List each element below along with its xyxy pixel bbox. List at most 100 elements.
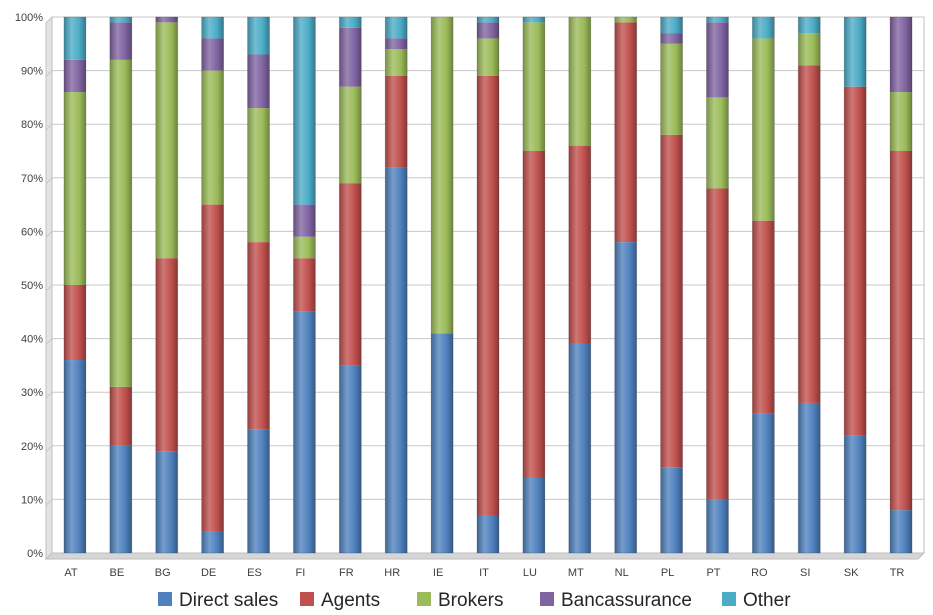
- bar-segment-hr-brokers: [385, 49, 408, 76]
- x-tick-label-de: DE: [201, 567, 216, 579]
- bar-segment-at-other: [63, 17, 86, 60]
- bar-outline-it: [476, 16, 500, 554]
- bar-segment-fr-other: [339, 17, 362, 28]
- x-tick-label-at: AT: [64, 567, 78, 579]
- bar-outline-fr: [338, 16, 362, 554]
- bar-nl: [614, 16, 638, 554]
- x-tick-label-it: IT: [479, 567, 489, 579]
- x-tick-label-be: BE: [109, 567, 124, 579]
- bar-segment-mt-brokers: [568, 17, 591, 146]
- bar-segment-fi-other: [293, 17, 316, 205]
- bar-segment-si-brokers: [798, 33, 821, 66]
- bar-segment-pl-agents: [660, 134, 683, 468]
- bar-mt: [568, 16, 592, 554]
- x-axis-tick-labels: AT BE BG DE ES FI FR HR IE IT LU MT NL PL PT RO SI SK TR: [64, 567, 904, 579]
- bar-segment-hr-bancassurance: [385, 38, 408, 50]
- bar-segment-at-direct-sales: [63, 360, 86, 553]
- bar-outline-hr: [384, 16, 408, 554]
- bar-lu: [522, 16, 546, 554]
- bar-bg: [155, 16, 179, 554]
- y-tick-label-40: 40%: [21, 334, 43, 346]
- bar-segment-be-agents: [109, 386, 132, 446]
- legend-swatch-brokers: [417, 592, 431, 606]
- bar-segment-at-brokers: [63, 92, 86, 285]
- bar-segment-es-direct-sales: [247, 429, 270, 553]
- y-tick-label-80: 80%: [21, 119, 43, 131]
- legend-swatch-bancassurance: [540, 592, 554, 606]
- bar-segment-es-brokers: [247, 108, 270, 243]
- bar-segment-fr-bancassurance: [339, 27, 362, 87]
- bar-segment-pl-other: [660, 17, 683, 34]
- bar-segment-pl-brokers: [660, 43, 683, 135]
- bar-segment-tr-bancassurance: [890, 17, 913, 93]
- y-tick-label-50: 50%: [21, 280, 43, 292]
- bar-segment-ie-brokers: [431, 17, 454, 334]
- bar-segment-de-bancassurance: [201, 38, 224, 71]
- bar-fi: [293, 16, 316, 554]
- bar-segment-fi-agents: [293, 258, 316, 312]
- bar-segment-ie-direct-sales: [431, 333, 454, 553]
- bar-si: [797, 16, 821, 554]
- bar-segment-hr-agents: [385, 75, 408, 168]
- bar-segment-lu-agents: [522, 151, 545, 478]
- bar-ro: [751, 16, 775, 554]
- legend-item-other: Other: [722, 590, 791, 611]
- bar-es: [247, 16, 270, 554]
- bar-segment-fi-direct-sales: [293, 311, 316, 553]
- x-tick-label-lu: LU: [523, 567, 537, 579]
- bar-it: [476, 16, 500, 554]
- bar-segment-be-other: [109, 17, 132, 23]
- bar-segment-at-agents: [63, 285, 86, 361]
- x-tick-label-pt: PT: [706, 567, 720, 579]
- bar-segment-si-agents: [798, 65, 821, 403]
- bar-segment-pl-bancassurance: [660, 33, 683, 44]
- bar-pt: [706, 16, 729, 554]
- bar-segment-sk-other: [844, 17, 867, 87]
- bar-segment-fi-bancassurance: [293, 204, 316, 237]
- bar-outline-pt: [706, 16, 729, 554]
- y-tick-label-100: 100%: [15, 12, 43, 24]
- bar-segment-pt-direct-sales: [706, 499, 729, 553]
- bar-segment-fr-brokers: [339, 86, 362, 184]
- bar-outline-at: [63, 16, 87, 554]
- x-tick-label-hr: HR: [384, 567, 400, 579]
- bar-segment-fr-direct-sales: [339, 365, 362, 553]
- bar-segment-be-brokers: [109, 59, 132, 387]
- bar-segment-mt-agents: [568, 145, 591, 344]
- bar-segment-de-brokers: [201, 70, 224, 205]
- bar-outline-nl: [614, 16, 638, 554]
- bar-hr: [384, 16, 408, 554]
- bar-outline-ie: [430, 16, 454, 554]
- bar-segment-pt-bancassurance: [706, 22, 729, 98]
- bar-segment-bg-brokers: [155, 22, 178, 259]
- bar-outline-lu: [522, 16, 546, 554]
- bar-segment-sk-direct-sales: [844, 435, 867, 553]
- y-tick-label-10: 10%: [21, 494, 43, 506]
- bar-segment-de-direct-sales: [201, 531, 224, 553]
- bar-segment-at-bancassurance: [63, 59, 86, 93]
- bar-segment-es-bancassurance: [247, 54, 270, 109]
- bar-ie: [430, 16, 454, 554]
- bar-segment-it-other: [477, 17, 499, 23]
- y-tick-label-90: 90%: [21, 66, 43, 78]
- bar-segment-tr-direct-sales: [890, 510, 913, 553]
- bar-segment-nl-direct-sales: [614, 242, 637, 553]
- bar-outline-si: [797, 16, 821, 554]
- bar-segment-ro-agents: [752, 220, 775, 414]
- x-tick-label-fr: FR: [339, 567, 354, 579]
- bar-segment-pl-direct-sales: [660, 467, 683, 553]
- bar-segment-bg-direct-sales: [155, 451, 178, 553]
- bar-tr: [889, 16, 913, 554]
- y-tick-label-60: 60%: [21, 226, 43, 238]
- x-tick-label-mt: MT: [568, 567, 584, 579]
- bar-pl: [660, 16, 683, 554]
- bar-segment-de-other: [201, 17, 224, 39]
- floor: [44, 552, 926, 560]
- x-tick-label-tr: TR: [890, 567, 905, 579]
- bar-segment-it-bancassurance: [477, 22, 499, 39]
- bar-segment-mt-direct-sales: [568, 343, 591, 553]
- bar-segment-ro-brokers: [752, 38, 775, 221]
- bar-outline-bg: [155, 16, 179, 554]
- bar-segment-lu-direct-sales: [522, 477, 545, 553]
